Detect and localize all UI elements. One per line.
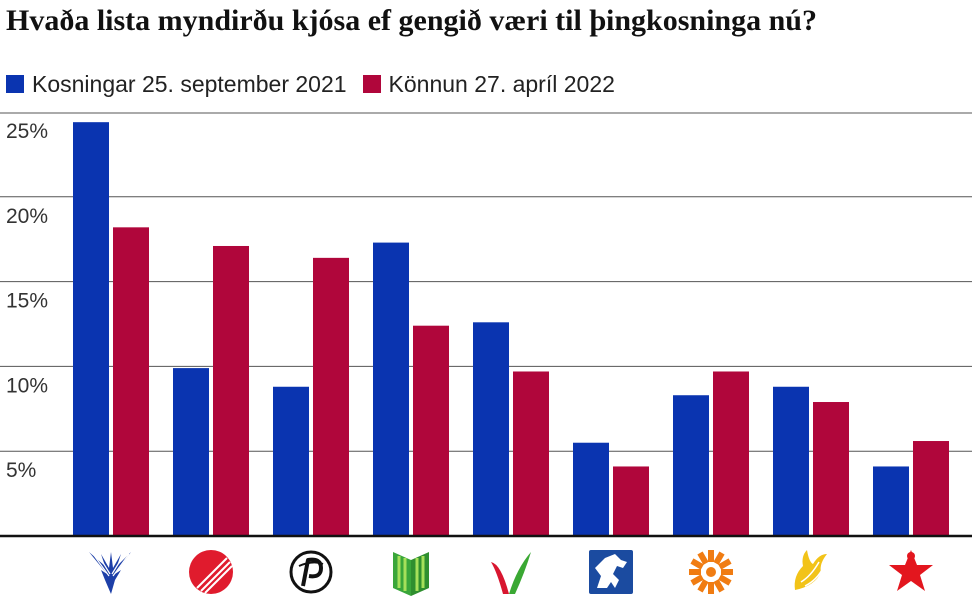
sosialistaflokkurinn-logo xyxy=(889,550,933,591)
bar-konnun-0 xyxy=(113,227,149,536)
bar-kosningar-2 xyxy=(273,386,309,536)
legend: Kosningar 25. september 2021 Könnun 27. … xyxy=(6,70,631,98)
framsoknarflokkurinn-logo xyxy=(393,552,429,596)
bar-konnun-4 xyxy=(513,371,549,536)
bar-kosningar-6 xyxy=(673,395,709,536)
y-tick-label: 10% xyxy=(6,374,48,397)
bar-konnun-2 xyxy=(313,257,349,536)
bar-konnun-3 xyxy=(413,325,449,536)
vidreisn-logo xyxy=(689,550,733,594)
bar-kosningar-7 xyxy=(773,386,809,536)
y-tick-label: 20% xyxy=(6,205,48,228)
bar-konnun-6 xyxy=(713,371,749,536)
midflokkurinn-logo xyxy=(794,550,827,590)
piratar-logo xyxy=(289,550,333,594)
y-tick-label: 25% xyxy=(6,120,48,143)
legend-swatch-konnun xyxy=(362,75,381,93)
legend-label-konnun: Könnun 27. apríl 2022 xyxy=(388,70,615,97)
sjalfstaedisflokkur-logo xyxy=(89,552,131,594)
flokkur-folksins-logo xyxy=(589,550,633,594)
y-tick-label: 5% xyxy=(6,459,36,482)
bar-kosningar-1 xyxy=(173,368,209,536)
legend-item-kosningar: Kosningar 25. september 2021 xyxy=(6,71,347,98)
legend-item-konnun: Könnun 27. apríl 2022 xyxy=(362,70,615,98)
chart-title: Hvaða lista myndirðu kjósa ef gengið vær… xyxy=(6,4,817,37)
bar-kosningar-5 xyxy=(573,442,609,536)
bar-kosningar-3 xyxy=(373,242,409,537)
samfylkingin-logo xyxy=(189,550,233,594)
bar-konnun-7 xyxy=(813,402,849,536)
legend-swatch-kosningar xyxy=(6,75,24,93)
vinstri-graen-logo xyxy=(491,552,531,594)
y-tick-label: 15% xyxy=(6,290,48,313)
bar-konnun-8 xyxy=(913,441,949,536)
legend-label-kosningar: Kosningar 25. september 2021 xyxy=(32,70,347,97)
bar-konnun-5 xyxy=(613,466,649,536)
bar-kosningar-4 xyxy=(473,322,509,536)
bar-kosningar-8 xyxy=(873,466,909,536)
bar-konnun-1 xyxy=(213,245,249,536)
bar-kosningar-0 xyxy=(73,122,109,537)
